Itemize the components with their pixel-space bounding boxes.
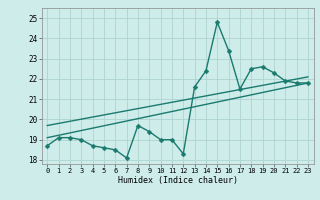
- X-axis label: Humidex (Indice chaleur): Humidex (Indice chaleur): [118, 176, 237, 185]
